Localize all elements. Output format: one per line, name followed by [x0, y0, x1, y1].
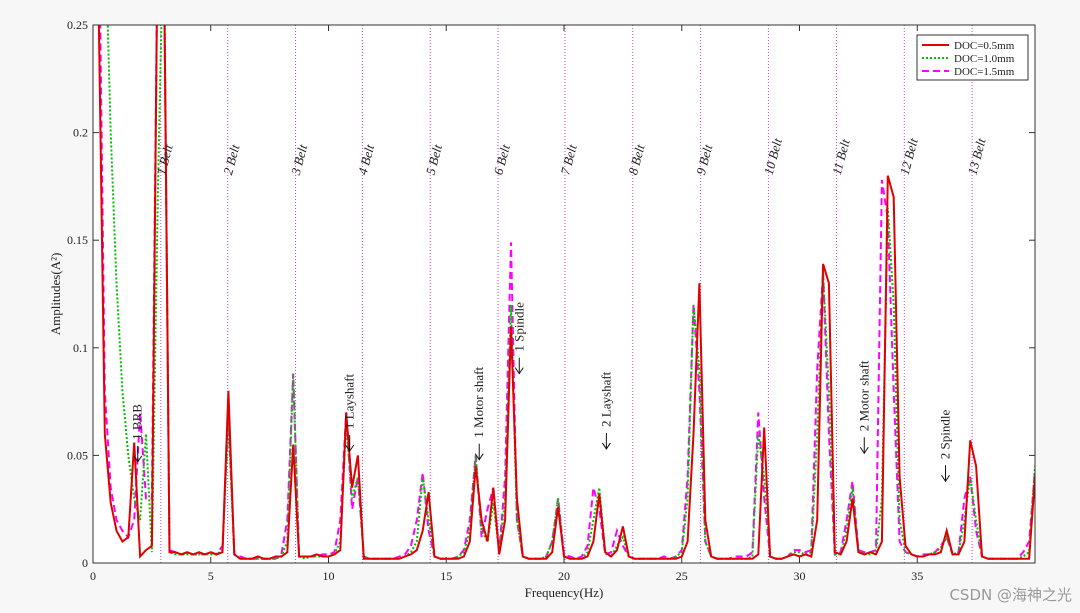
annotation-label: 1 BRB	[130, 404, 145, 440]
annotation-label: 2 Layshaft	[598, 371, 613, 427]
annotation-label: 2 Motor shaft	[856, 360, 871, 431]
x-tick-label: 5	[208, 569, 214, 583]
y-tick-label: 0.2	[73, 126, 88, 140]
x-axis-label: Frequency(Hz)	[525, 585, 604, 600]
x-tick-label: 10	[323, 569, 335, 583]
annotation-arrowhead	[474, 453, 484, 461]
annotation-arrowhead	[345, 444, 355, 452]
plot-area	[97, 25, 1035, 563]
y-tick-label: 0.25	[67, 18, 88, 32]
watermark: CSDN @海神之光	[949, 586, 1072, 604]
x-tick-label: 20	[558, 569, 570, 583]
series-line	[97, 25, 1035, 560]
y-tick-label: 0	[82, 556, 88, 570]
legend-label: DOC=1.5mm	[954, 66, 1015, 78]
y-tick-label: 0.1	[73, 341, 88, 355]
y-axis-label: Amplitudes(A²)	[48, 253, 63, 336]
plot-frame	[92, 24, 1036, 564]
plot-background	[93, 25, 1035, 563]
annotation-arrowhead	[859, 446, 869, 455]
x-tick-label: 30	[794, 569, 806, 583]
x-tick-label: 25	[676, 569, 688, 583]
annotation-label: 1 Spindle	[511, 302, 526, 352]
annotation-arrowhead	[941, 474, 950, 483]
annotation-label: 2 Spindle	[938, 410, 953, 460]
annotation-arrowhead	[514, 367, 524, 375]
x-tick-label: 15	[440, 569, 452, 583]
legend-label: DOC=1.0mm	[954, 53, 1015, 65]
annotation-label: 1 Motor shaft	[471, 367, 486, 438]
annotation-arrowhead	[133, 455, 143, 463]
x-tick-label: 0	[90, 569, 96, 583]
x-tick-label: 35	[911, 569, 923, 583]
annotation-label: 1 Layshaft	[342, 373, 357, 429]
y-tick-label: 0.15	[67, 233, 88, 247]
y-tick-label: 0.05	[67, 448, 88, 462]
annotation-arrowhead	[601, 442, 611, 450]
legend-label: DOC=0.5mm	[954, 40, 1015, 52]
